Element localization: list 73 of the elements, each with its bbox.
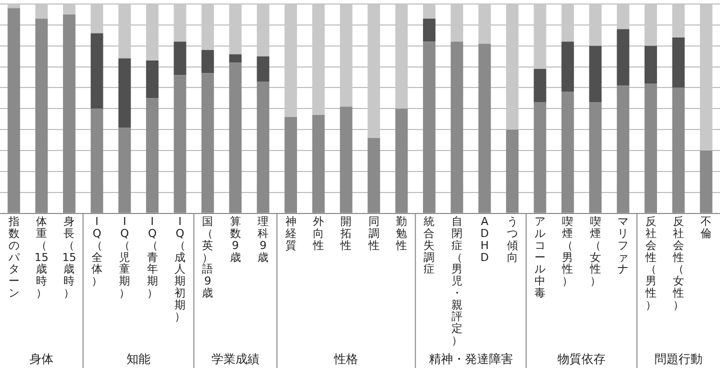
bar — [90, 33, 104, 109]
bar — [534, 4, 546, 69]
x-tick-label: 喫煙（男性） — [561, 215, 574, 288]
x-tick-label: 指数のパターン — [7, 215, 20, 300]
bar — [118, 58, 131, 128]
bar — [644, 46, 657, 84]
bar — [589, 46, 602, 102]
x-tick-label: うつ傾向 — [506, 215, 518, 264]
bar — [63, 4, 76, 14]
x-tick-label: 体重（15歳時） — [34, 215, 49, 300]
bar — [312, 4, 325, 115]
bar — [174, 4, 186, 42]
x-tick-label: IQ（青年期） — [146, 215, 158, 300]
bar — [284, 4, 297, 118]
bar — [534, 68, 546, 102]
bar — [229, 4, 242, 54]
x-tick-label: 喫煙（女性） — [588, 215, 601, 288]
bar — [423, 4, 436, 19]
bar — [174, 42, 186, 76]
x-tick-label: 算数9歳 — [230, 215, 241, 264]
bar — [450, 4, 464, 42]
bar — [672, 37, 685, 88]
bar — [368, 4, 380, 138]
x-tick-label: 神経質 — [284, 215, 296, 252]
bar — [672, 4, 685, 38]
x-tick-label: 統合失調症 — [424, 215, 435, 276]
x-tick-label: ADHD — [480, 215, 489, 264]
bar — [589, 4, 602, 46]
bar — [146, 60, 159, 98]
bar — [561, 42, 574, 92]
x-tick-label: アルコール中毒 — [534, 215, 546, 300]
x-tick-label: IQ（全体） — [91, 215, 102, 288]
bar — [506, 4, 519, 130]
bar — [256, 56, 270, 82]
bar — [201, 4, 214, 50]
bar — [90, 4, 104, 34]
bar — [478, 4, 491, 44]
x-tick-label: 理科9歳 — [258, 215, 269, 264]
text: 問題行動 — [654, 352, 702, 366]
x-tick-label: 反社会性（男性） — [644, 215, 656, 312]
bar — [395, 4, 408, 109]
bar — [35, 4, 48, 19]
category-label: IQ（成人期初期） — [174, 215, 186, 324]
text: 身体 — [30, 352, 54, 366]
x-tick-label: 反社会性（女性） — [672, 215, 684, 312]
bar — [644, 4, 657, 46]
bar — [229, 54, 242, 63]
x-tick-label: 外向性 — [312, 215, 324, 252]
x-tick-label: 身長（15歳時） — [62, 215, 76, 300]
text: 性格 — [333, 352, 358, 366]
text: 精神・発達障害 — [428, 352, 513, 366]
x-tick-label: マリファナ — [618, 215, 629, 276]
bar — [118, 4, 131, 58]
bar — [616, 4, 630, 30]
category-label: 自閉症（男児・親評定） — [451, 215, 462, 347]
bar — [340, 4, 352, 107]
bar — [201, 50, 214, 74]
x-tick-label: 不倫 — [700, 215, 712, 240]
text: 知能 — [126, 352, 150, 366]
bar — [423, 18, 436, 42]
x-tick-label: 同調性 — [367, 215, 380, 252]
bar — [146, 4, 159, 61]
text: 物質依存 — [558, 352, 606, 366]
text: 学業成績 — [211, 352, 260, 366]
bar — [616, 29, 630, 86]
x-tick-label: 勤勉性 — [395, 215, 408, 252]
bar — [256, 4, 270, 56]
bar — [700, 4, 712, 151]
x-tick-label: 開拓性 — [340, 215, 352, 252]
x-tick-label: IQ（児童期） — [119, 215, 130, 300]
bar — [8, 4, 20, 8]
bar — [561, 4, 574, 42]
x-tick-label: 国（英）語9歳 — [202, 215, 214, 300]
